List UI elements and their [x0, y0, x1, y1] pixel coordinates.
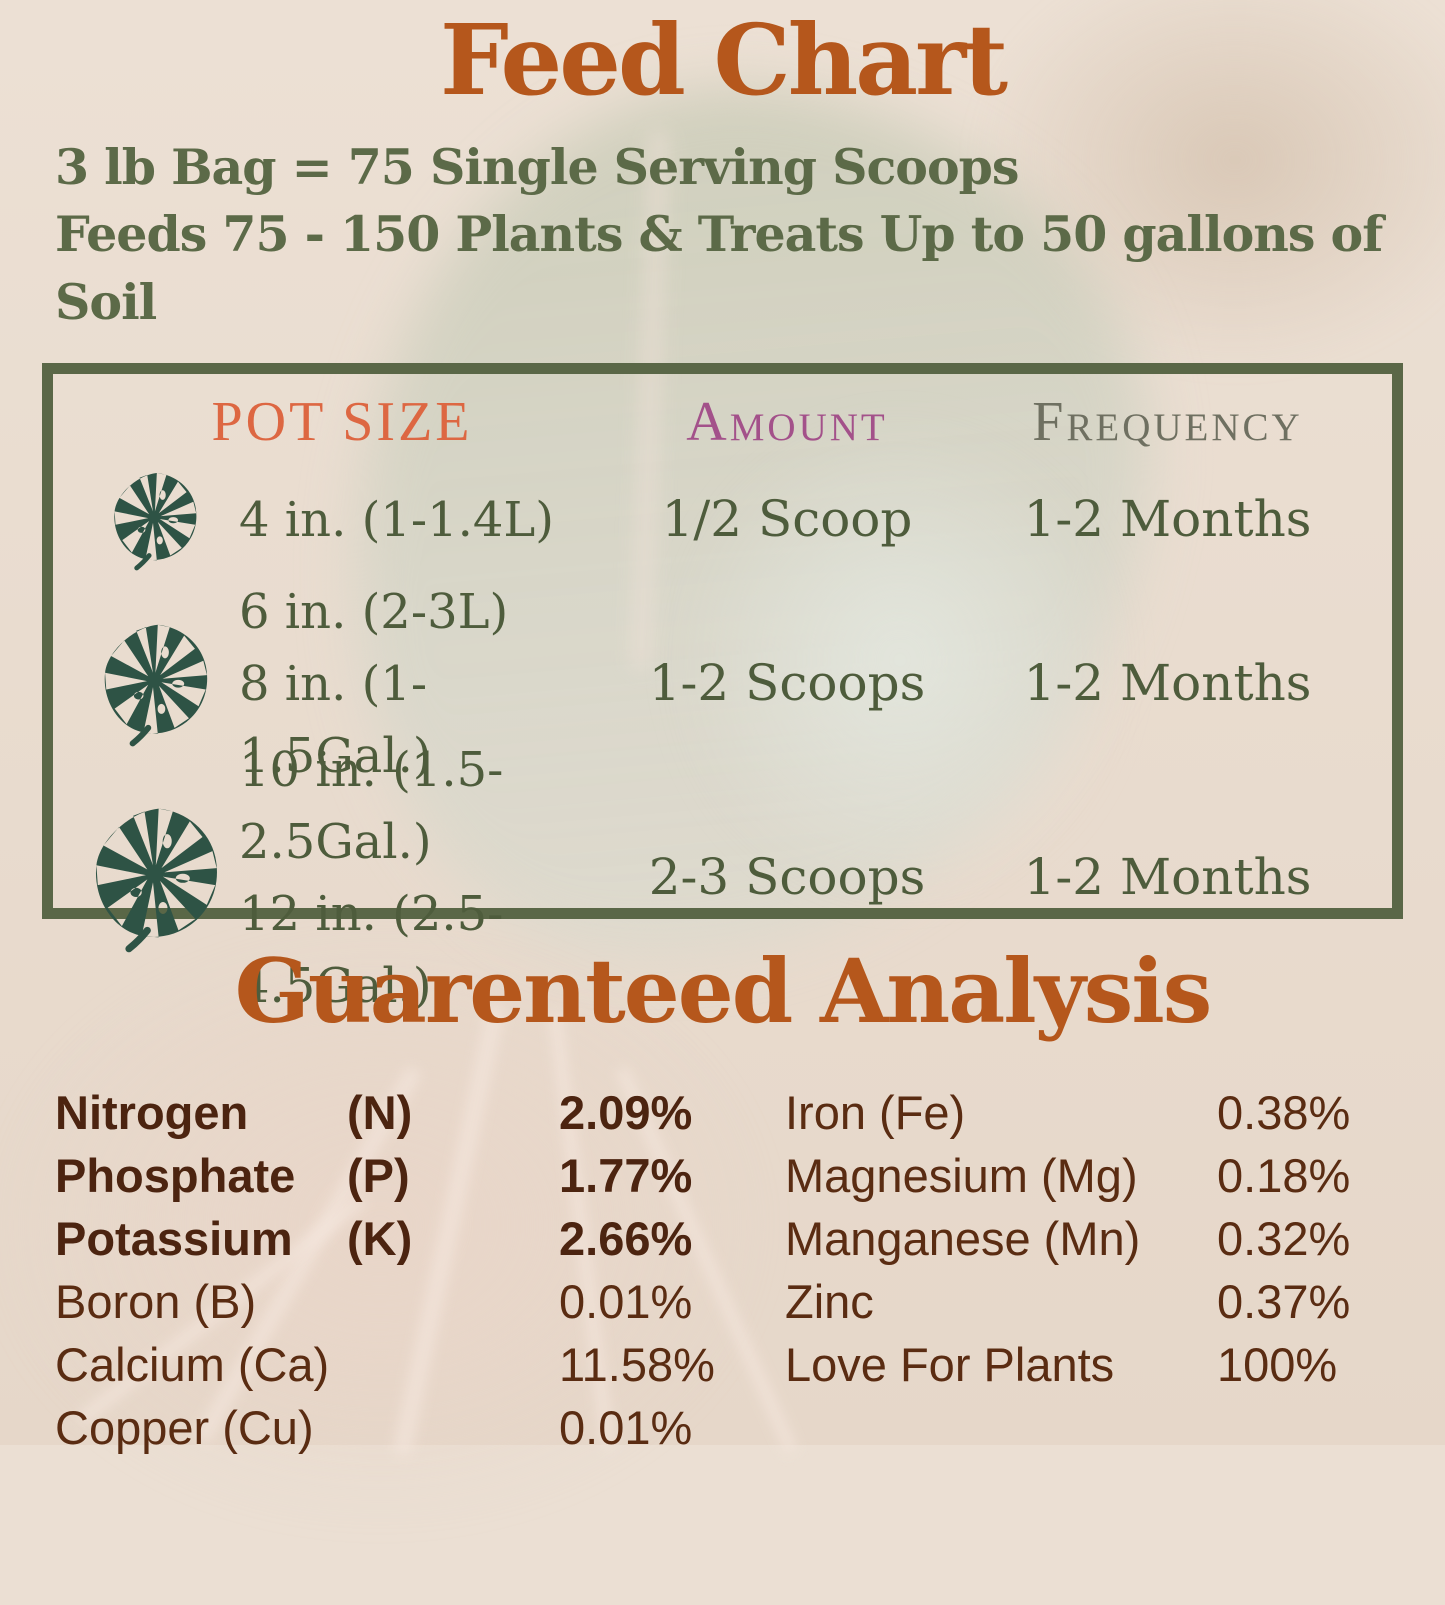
analysis-row: Magnesium (Mg) 0.18%: [785, 1144, 1445, 1207]
analysis-row: Copper (Cu) 0.01%: [55, 1396, 785, 1459]
table-row: 6 in. (2-3L) 8 in. (1-1.5Gal.) 1-2 Scoop…: [67, 576, 1378, 784]
nutrient-name: Manganese (Mn): [785, 1212, 1141, 1266]
nutrient-symbol: (K): [347, 1212, 413, 1266]
pot-size-line: 12 in. (2.5-4.5Gal.): [239, 885, 504, 1014]
amount-cell: 1/2 Scoop: [661, 490, 913, 549]
nutrient-symbol: [347, 1396, 559, 1459]
guaranteed-analysis-table: Nitrogen (N) 2.09% Phosphate (P) 1.77% P…: [55, 1081, 1445, 1459]
nutrient-value: 0.01%: [559, 1401, 693, 1455]
nutrient-symbol: [347, 1333, 559, 1396]
nutrient-value: 0.37%: [1217, 1275, 1351, 1329]
frequency-cell: 1-2 Months: [1023, 490, 1312, 549]
pot-size-line: 6 in. (2-3L): [239, 583, 509, 640]
nutrient-name: Love For Plants: [785, 1338, 1115, 1392]
column-header-frequency: Frequency: [1032, 390, 1303, 453]
pot-size-line: 4 in. (1-1.4L): [239, 491, 554, 548]
analysis-left-column: Nitrogen (N) 2.09% Phosphate (P) 1.77% P…: [55, 1081, 785, 1459]
monstera-leaf-icon: [67, 469, 239, 571]
nutrient-value: 0.01%: [559, 1275, 693, 1329]
pot-size-line: 10 in. (1.5-2.5Gal.): [239, 741, 504, 870]
nutrient-value: 0.38%: [1217, 1086, 1351, 1140]
nutrient-name: Potassium: [55, 1212, 293, 1266]
nutrient-symbol: (P): [347, 1149, 410, 1203]
nutrient-value: 1.77%: [559, 1149, 693, 1203]
nutrient-value: 0.18%: [1217, 1149, 1351, 1203]
frequency-cell: 1-2 Months: [1023, 848, 1312, 907]
analysis-row: Love For Plants 100%: [785, 1333, 1445, 1396]
feed-table-header-row: POT SIZE Amount Frequency: [67, 380, 1378, 464]
amount-cell: 1-2 Scoops: [648, 654, 926, 713]
pot-size-line: 8 in. (1-1.5Gal.): [239, 655, 432, 784]
analysis-row: Manganese (Mn) 0.32%: [785, 1207, 1445, 1270]
analysis-title: Guarenteed Analysis: [234, 938, 1213, 1043]
nutrient-value: 2.66%: [559, 1212, 693, 1266]
table-row: 10 in. (1.5-2.5Gal.) 12 in. (2.5-4.5Gal.…: [67, 734, 1378, 1014]
pot-size-cell: 10 in. (1.5-2.5Gal.) 12 in. (2.5-4.5Gal.…: [239, 734, 617, 1022]
amount-cell: 2-3 Scoops: [648, 848, 926, 907]
monstera-leaf-icon: [67, 620, 239, 747]
analysis-row: Phosphate (P) 1.77%: [55, 1144, 785, 1207]
column-header-amount: Amount: [686, 390, 888, 453]
monstera-leaf-icon: [67, 803, 239, 953]
analysis-row: Nitrogen (N) 2.09%: [55, 1081, 785, 1144]
nutrient-name: Copper (Cu): [55, 1401, 314, 1455]
nutrient-name: Iron (Fe): [785, 1086, 966, 1140]
nutrient-symbol: (N): [347, 1086, 413, 1140]
page-title: Feed Chart: [439, 3, 1008, 117]
nutrient-name: Zinc: [785, 1275, 874, 1329]
pot-size-cell: 6 in. (2-3L) 8 in. (1-1.5Gal.): [239, 576, 617, 792]
nutrient-name: Magnesium (Mg): [785, 1149, 1138, 1203]
pot-size-cell: 4 in. (1-1.4L): [239, 484, 617, 556]
nutrient-value: 2.09%: [559, 1086, 693, 1140]
column-header-pot-size: POT SIZE: [211, 390, 473, 453]
nutrient-value: 100%: [1217, 1338, 1338, 1392]
nutrient-symbol: [347, 1270, 559, 1333]
table-row: 4 in. (1-1.4L) 1/2 Scoop 1-2 Months: [67, 464, 1378, 576]
nutrient-name: Calcium (Ca): [55, 1338, 330, 1392]
subtitle-block: 3 lb Bag = 75 Single Serving Scoops Feed…: [55, 134, 1445, 337]
nutrient-name: Nitrogen: [55, 1086, 249, 1140]
nutrient-name: Boron (B): [55, 1275, 257, 1329]
analysis-row: Potassium (K) 2.66%: [55, 1207, 785, 1270]
analysis-right-column: Iron (Fe) 0.38% Magnesium (Mg) 0.18% Man…: [785, 1081, 1445, 1459]
analysis-row: Iron (Fe) 0.38%: [785, 1081, 1445, 1144]
nutrient-name: Phosphate: [55, 1149, 296, 1203]
analysis-row: Zinc 0.37%: [785, 1270, 1445, 1333]
nutrient-value: 0.32%: [1217, 1212, 1351, 1266]
nutrient-value: 11.58%: [559, 1338, 715, 1392]
subtitle-coverage: Feeds 75 - 150 Plants & Treats Up to 50 …: [55, 205, 1383, 332]
analysis-row: Calcium (Ca) 11.58%: [55, 1333, 785, 1396]
subtitle-scoops: 3 lb Bag = 75 Single Serving Scoops: [55, 137, 1020, 196]
analysis-row: Boron (B) 0.01%: [55, 1270, 785, 1333]
feed-chart-table: POT SIZE Amount Frequency 4 in. (1-1.4L)…: [42, 362, 1403, 1014]
frequency-cell: 1-2 Months: [1023, 654, 1312, 713]
